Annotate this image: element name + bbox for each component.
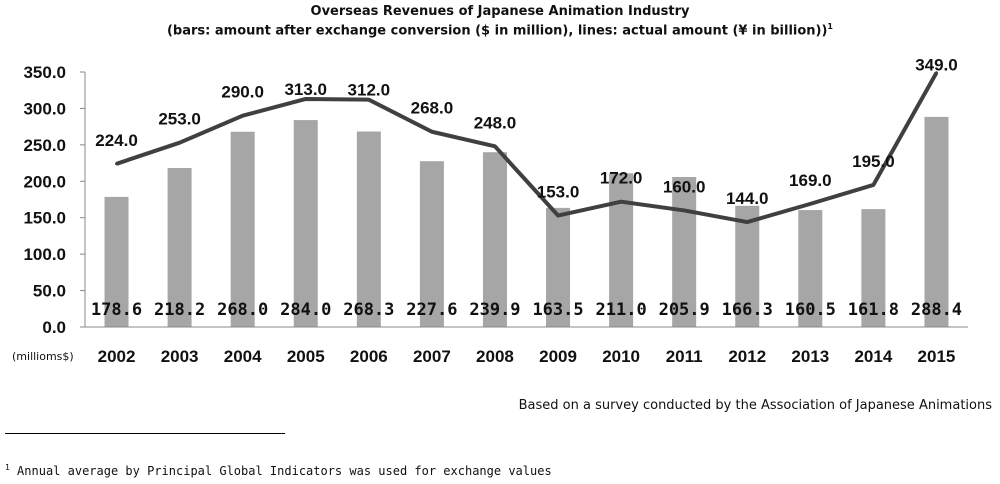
x-tick-label: 2005: [287, 347, 325, 366]
bar-value-label: 239.9: [469, 300, 520, 320]
y-tick-label: 150.0: [23, 209, 66, 228]
source-note: Based on a survey conducted by the Assoc…: [518, 398, 992, 413]
y-tick-label: 250.0: [23, 136, 66, 155]
bar: [609, 173, 634, 327]
line-point: [934, 71, 938, 75]
bar: [104, 196, 129, 327]
bar: [419, 161, 444, 327]
y-tick-label: 0.0: [42, 318, 66, 337]
x-tick-label: 2012: [728, 347, 766, 366]
bar-value-label: 163.5: [532, 300, 583, 320]
line-value-label: 268.0: [411, 99, 454, 118]
line-value-label: 248.0: [474, 113, 517, 132]
line-value-label: 224.0: [95, 131, 138, 150]
chart-title: Overseas Revenues of Japanese Animation …: [310, 4, 690, 19]
bar-series: 178.6 218.2 268.0 284.0 268.3 227.6 239.9 163.5…: [91, 116, 962, 327]
x-tick-label: 2008: [476, 347, 514, 366]
line-value-label: 172.0: [600, 169, 643, 188]
bar: [924, 116, 949, 327]
bar: [735, 205, 760, 327]
chart-subtitle-text: (bars: amount after exchange conversion …: [166, 23, 828, 39]
line-path: [115, 71, 939, 225]
x-axis: 2002 2003 2004 2005 2006 2007 2008 2009 2010 2011…: [85, 326, 968, 366]
line-point: [304, 97, 308, 101]
x-tick-label: 2011: [666, 347, 703, 366]
y-tick-label: 350.0: [23, 63, 66, 82]
footnote: 1 Annual average by Principal Global Ind…: [5, 463, 552, 478]
line-point: [871, 183, 875, 187]
line-point: [115, 162, 119, 166]
y-axis: 0.0 50.0 100.0 150.0 200.0 250.0 300.0 350.0: [23, 63, 86, 337]
x-tick-label: 2003: [161, 347, 199, 366]
line-value-label: 144.0: [726, 189, 769, 208]
x-tick-label: 2007: [413, 347, 451, 366]
line-value-label: 290.0: [221, 83, 264, 102]
bar-value-label: 205.9: [659, 300, 710, 320]
bar-value-label: 161.8: [848, 300, 899, 320]
x-tick-label: 2010: [602, 347, 640, 366]
y-tick-label: 50.0: [33, 282, 66, 301]
y-tick-label: 300.0: [23, 99, 66, 118]
y-tick-label: 100.0: [23, 245, 66, 264]
line-point: [430, 130, 434, 134]
bar-value-label: 284.0: [280, 300, 331, 320]
bar-value-label: 218.2: [154, 300, 205, 320]
line-point: [178, 141, 182, 145]
line-point: [556, 214, 560, 218]
line-value-label: 160.0: [663, 177, 706, 196]
x-tick-label: 2004: [224, 347, 262, 366]
x-tick-label: 2015: [918, 347, 956, 366]
bar-value-label: 178.6: [91, 300, 142, 320]
bar: [230, 131, 255, 327]
chart-area: 0.0 50.0 100.0 150.0 200.0 250.0 300.0 350.0 17…: [12, 56, 968, 366]
x-tick-label: 2009: [539, 347, 577, 366]
line-value-label: 153.0: [537, 183, 580, 202]
x-tick-label: 2006: [350, 347, 388, 366]
footnote-mark: 1: [5, 463, 10, 472]
bar-value-label: 160.5: [785, 300, 836, 320]
bar: [798, 210, 823, 327]
line-value-label: 349.0: [915, 56, 958, 75]
line-value-label: 253.0: [158, 110, 201, 129]
bar: [861, 209, 886, 327]
bar: [167, 168, 192, 327]
line-value-label: 195.0: [852, 152, 895, 171]
footnote-divider: [5, 433, 285, 434]
bar-value-label: 166.3: [722, 300, 773, 320]
bar: [672, 176, 697, 327]
line-point: [493, 144, 497, 148]
bar-value-label: 268.3: [343, 300, 394, 320]
bar-value-label: 288.4: [911, 300, 962, 320]
unit-label: (millioms$): [12, 350, 74, 363]
bar-value-label: 268.0: [217, 300, 268, 320]
bar-value-label: 211.0: [596, 300, 647, 320]
line-value-label: 313.0: [284, 80, 327, 99]
line-series: 224.0 253.0 290.0 313.0 312.0 268.0 248.0 153.0…: [95, 56, 958, 225]
subtitle-footnote-mark: 1: [827, 22, 833, 31]
line-point: [682, 208, 686, 212]
x-tick-label: 2002: [98, 347, 136, 366]
bar: [482, 152, 507, 327]
footnote-text: Annual average by Principal Global Indic…: [9, 464, 552, 478]
bar: [546, 207, 571, 327]
bar: [293, 120, 318, 327]
line-value-label: 169.0: [789, 171, 832, 190]
line-point: [367, 98, 371, 102]
line-value-label: 312.0: [348, 81, 391, 100]
line-point: [241, 114, 245, 118]
line-point: [619, 200, 623, 204]
line-point: [808, 202, 812, 206]
bar: [356, 131, 381, 327]
chart-subtitle: (bars: amount after exchange conversion …: [0, 22, 1000, 38]
bar-value-label: 227.6: [406, 300, 457, 320]
x-tick-label: 2014: [854, 347, 892, 366]
y-tick-label: 200.0: [23, 172, 66, 191]
line-point: [745, 220, 749, 224]
x-tick-label: 2013: [791, 347, 829, 366]
